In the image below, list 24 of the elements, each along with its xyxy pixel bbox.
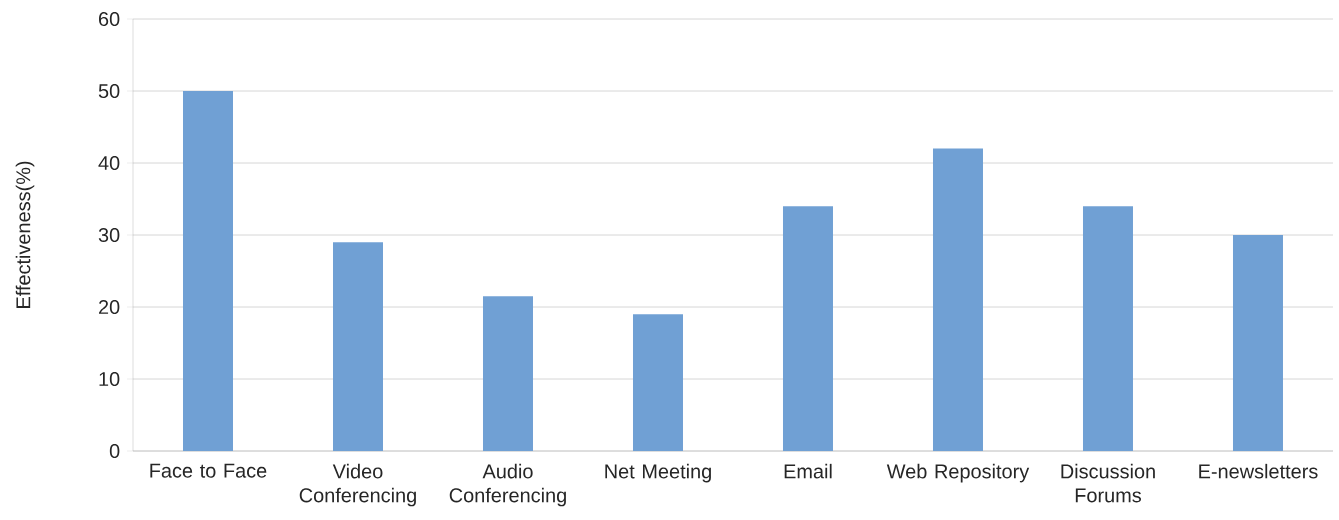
x-tick-label: E-newsletters: [1199, 463, 1318, 479]
bar: [333, 242, 383, 451]
y-tick-label: 50: [98, 83, 120, 99]
x-tick-label: Video Conferencing: [299, 463, 416, 507]
y-tick-label: 30: [98, 227, 120, 243]
bar: [1232, 235, 1283, 451]
x-tick-label: Face to Face: [150, 463, 267, 478]
x-tick-label: Discussion Forums: [1061, 463, 1155, 503]
bar: [782, 206, 833, 451]
y-tick-label: 10: [99, 371, 120, 387]
y-tick-label: 40: [98, 155, 120, 171]
y-tick-label: 0: [109, 443, 120, 459]
bar: [632, 314, 683, 451]
x-tick-label: Email: [784, 463, 832, 479]
bar: [183, 91, 233, 451]
y-tick-label: 20: [99, 299, 120, 315]
x-tick-label: Web Repository: [886, 463, 1030, 483]
y-tick-label: 60: [99, 11, 120, 27]
bar: [932, 148, 983, 451]
bar: [482, 296, 533, 451]
bar: [1082, 206, 1133, 451]
y-axis-title: Effectiveness(%): [15, 161, 35, 308]
x-tick-label: Audio Conferencing: [449, 463, 566, 507]
x-tick-label: Net Meeting: [605, 463, 711, 483]
